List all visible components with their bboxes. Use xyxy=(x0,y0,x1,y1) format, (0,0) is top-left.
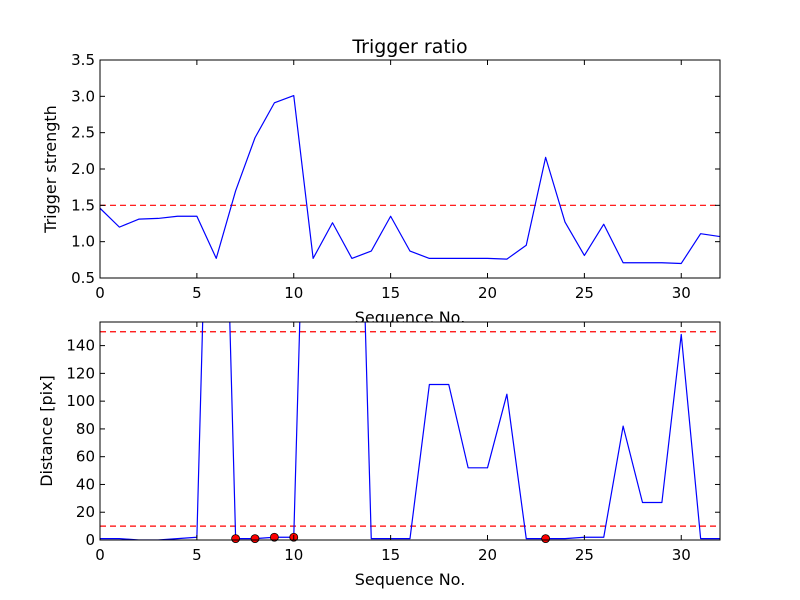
bottom-y-tick-label: 80 xyxy=(76,420,95,438)
bottom-x-tick-label: 20 xyxy=(478,546,497,564)
top-y-axis-label: Trigger strength xyxy=(41,105,60,234)
subplot-trigger-ratio: Trigger ratio 0 5 10 15 20 25 30 0.5 1.0 1.5 2.0 2.… xyxy=(41,36,721,327)
bottom-y-tick-label: 0 xyxy=(85,531,95,549)
top-x-tick-label: 5 xyxy=(192,284,202,302)
bottom-y-tick-label: 60 xyxy=(76,448,95,466)
bottom-x-tick-label: 0 xyxy=(95,546,105,564)
bottom-data-marker xyxy=(250,534,260,544)
top-x-tick-label: 0 xyxy=(95,284,105,302)
subplot-distance: 0 5 10 15 20 25 30 0 20 40 60 80 100 120 140 Sequence … xyxy=(37,321,721,589)
top-x-tick-label: 10 xyxy=(284,284,303,302)
top-y-tick-label: 3.0 xyxy=(71,87,95,105)
bottom-data-marker xyxy=(231,534,241,544)
bottom-x-tick-label: 30 xyxy=(672,546,691,564)
top-x-tick-label: 20 xyxy=(478,284,497,302)
bottom-y-tick-label: 140 xyxy=(66,337,95,355)
top-series-line xyxy=(100,95,720,265)
top-y-tick-label: 0.5 xyxy=(71,269,95,287)
bottom-x-axis-label: Sequence No. xyxy=(355,570,466,589)
top-chart-title: Trigger ratio xyxy=(351,36,467,58)
bottom-x-tick-label: 15 xyxy=(381,546,400,564)
bottom-data-marker xyxy=(541,534,551,544)
top-y-tick-label: 1.5 xyxy=(71,196,95,214)
top-x-tick-label: 25 xyxy=(575,284,594,302)
bottom-y-tick-label: 40 xyxy=(76,475,95,493)
bottom-y-tick-label: 100 xyxy=(66,392,95,410)
bottom-x-tick-label: 10 xyxy=(284,546,303,564)
bottom-data-marker xyxy=(269,532,279,542)
top-plot-frame xyxy=(99,59,721,279)
top-y-tick-label: 3.5 xyxy=(71,51,95,69)
bottom-plot-frame xyxy=(99,321,721,541)
top-y-tick-label: 2.5 xyxy=(71,124,95,142)
bottom-y-tick-label: 20 xyxy=(76,503,95,521)
top-y-tick-label: 2.0 xyxy=(71,160,95,178)
bottom-series-line xyxy=(100,322,720,540)
bottom-y-tick-label: 120 xyxy=(66,364,95,382)
bottom-y-axis-label: Distance [pix] xyxy=(37,375,56,487)
top-x-tick-label: 30 xyxy=(672,284,691,302)
top-y-tick-label: 1.0 xyxy=(71,233,95,251)
bottom-x-tick-label: 25 xyxy=(575,546,594,564)
top-x-tick-label: 15 xyxy=(381,284,400,302)
bottom-x-tick-label: 5 xyxy=(192,546,202,564)
bottom-plot-background xyxy=(100,322,720,540)
